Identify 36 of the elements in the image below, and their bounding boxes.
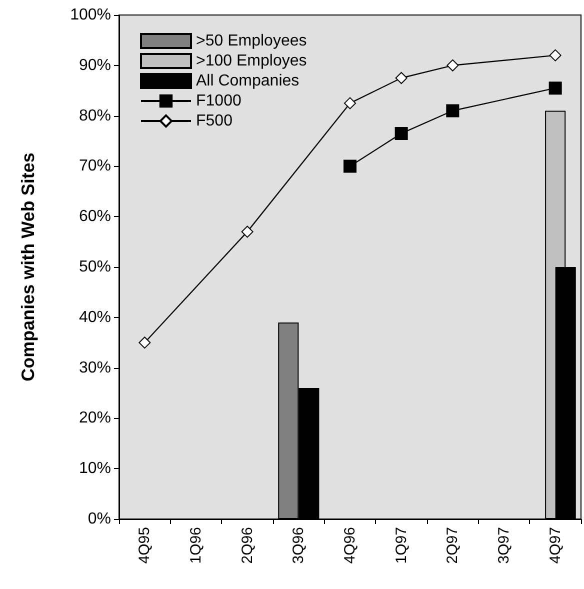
y-tick-label: 0% bbox=[88, 510, 111, 528]
x-tick-label: 1Q96 bbox=[188, 527, 204, 564]
legend-label: All Companies bbox=[196, 72, 300, 90]
point bbox=[549, 49, 562, 62]
point bbox=[394, 126, 408, 140]
x-tick-label: 3Q97 bbox=[496, 527, 512, 564]
point bbox=[446, 59, 459, 72]
point bbox=[344, 97, 356, 110]
x-tick-label: 3Q96 bbox=[290, 527, 308, 564]
legend-label: F500 bbox=[196, 112, 233, 130]
y-tick-label: 30% bbox=[78, 359, 111, 376]
y-tick-label: 80% bbox=[78, 107, 111, 124]
x-tick-label: 2Q96 bbox=[238, 527, 256, 564]
y-tick-label: 10% bbox=[78, 460, 111, 478]
legend-label: >100 Employes bbox=[196, 52, 307, 70]
y-axis-title: Companies with Web Sites bbox=[18, 152, 38, 382]
y-tick-label: 60% bbox=[78, 208, 111, 226]
y-tick-label: 50% bbox=[78, 258, 111, 276]
point bbox=[344, 160, 356, 173]
y-tick-label: 90% bbox=[78, 56, 111, 74]
y-tick-label: 100% bbox=[70, 6, 111, 24]
legend-label: F1000 bbox=[196, 92, 242, 110]
point bbox=[138, 336, 151, 349]
x-tick-label: 4Q96 bbox=[342, 527, 358, 564]
y-tick-label: 40% bbox=[78, 308, 111, 326]
x-tick-label: 2Q97 bbox=[444, 527, 462, 564]
y-tick-label: 20% bbox=[78, 410, 111, 427]
x-tick-label: 1Q97 bbox=[392, 527, 410, 564]
point bbox=[446, 104, 460, 118]
point bbox=[395, 72, 408, 84]
point bbox=[241, 226, 254, 238]
point bbox=[548, 82, 562, 95]
legend-label: >50 Employees bbox=[196, 32, 307, 50]
y-tick-label: 70% bbox=[78, 158, 111, 175]
x-tick-label: 4Q95 bbox=[136, 527, 154, 564]
x-tick-label: 4Q97 bbox=[546, 527, 564, 564]
